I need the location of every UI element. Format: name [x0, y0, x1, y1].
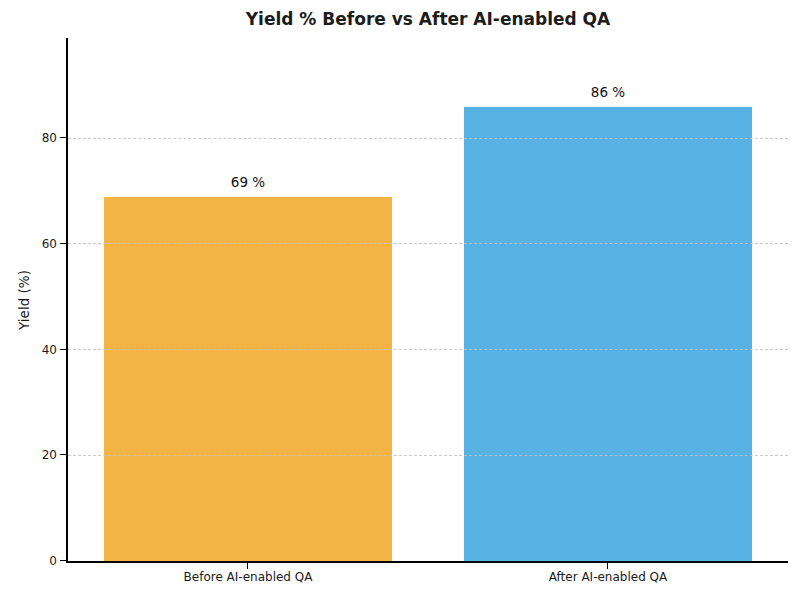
- x-tick-mark: [247, 563, 248, 569]
- gridline-y-40: [68, 349, 788, 350]
- y-tick-mark: [60, 454, 66, 455]
- bar-value-label: 69 %: [231, 174, 265, 190]
- gridline-y-80: [68, 138, 788, 139]
- y-tick-mark: [60, 349, 66, 350]
- y-axis-spine: [66, 38, 68, 563]
- x-axis-spine: [66, 561, 788, 563]
- chart-title: Yield % Before vs After AI-enabled QA: [246, 9, 610, 29]
- y-tick-label: 20: [42, 448, 57, 462]
- bar-chart-figure: Yield % Before vs After AI-enabled QA Yi…: [0, 0, 800, 600]
- y-axis-label: Yield (%): [16, 270, 32, 330]
- y-tick-mark: [60, 243, 66, 244]
- bar-value-label: 86 %: [591, 84, 625, 100]
- y-tick-mark: [60, 137, 66, 138]
- y-tick-label: 80: [42, 131, 57, 145]
- y-tick-label: 0: [49, 554, 57, 568]
- gridline-y-60: [68, 243, 788, 244]
- bar-after-ai-enabled-qa: [464, 107, 752, 561]
- gridline-y-20: [68, 455, 788, 456]
- y-tick-mark: [60, 560, 66, 561]
- y-tick-label: 40: [42, 343, 57, 357]
- y-tick-label: 60: [42, 237, 57, 251]
- bar-before-ai-enabled-qa: [104, 197, 392, 562]
- plot-area: 02040608069 %Before AI-enabled QA86 %Aft…: [68, 38, 788, 561]
- x-tick-label: Before AI-enabled QA: [184, 570, 313, 584]
- x-tick-mark: [607, 563, 608, 569]
- x-tick-label: After AI-enabled QA: [549, 570, 667, 584]
